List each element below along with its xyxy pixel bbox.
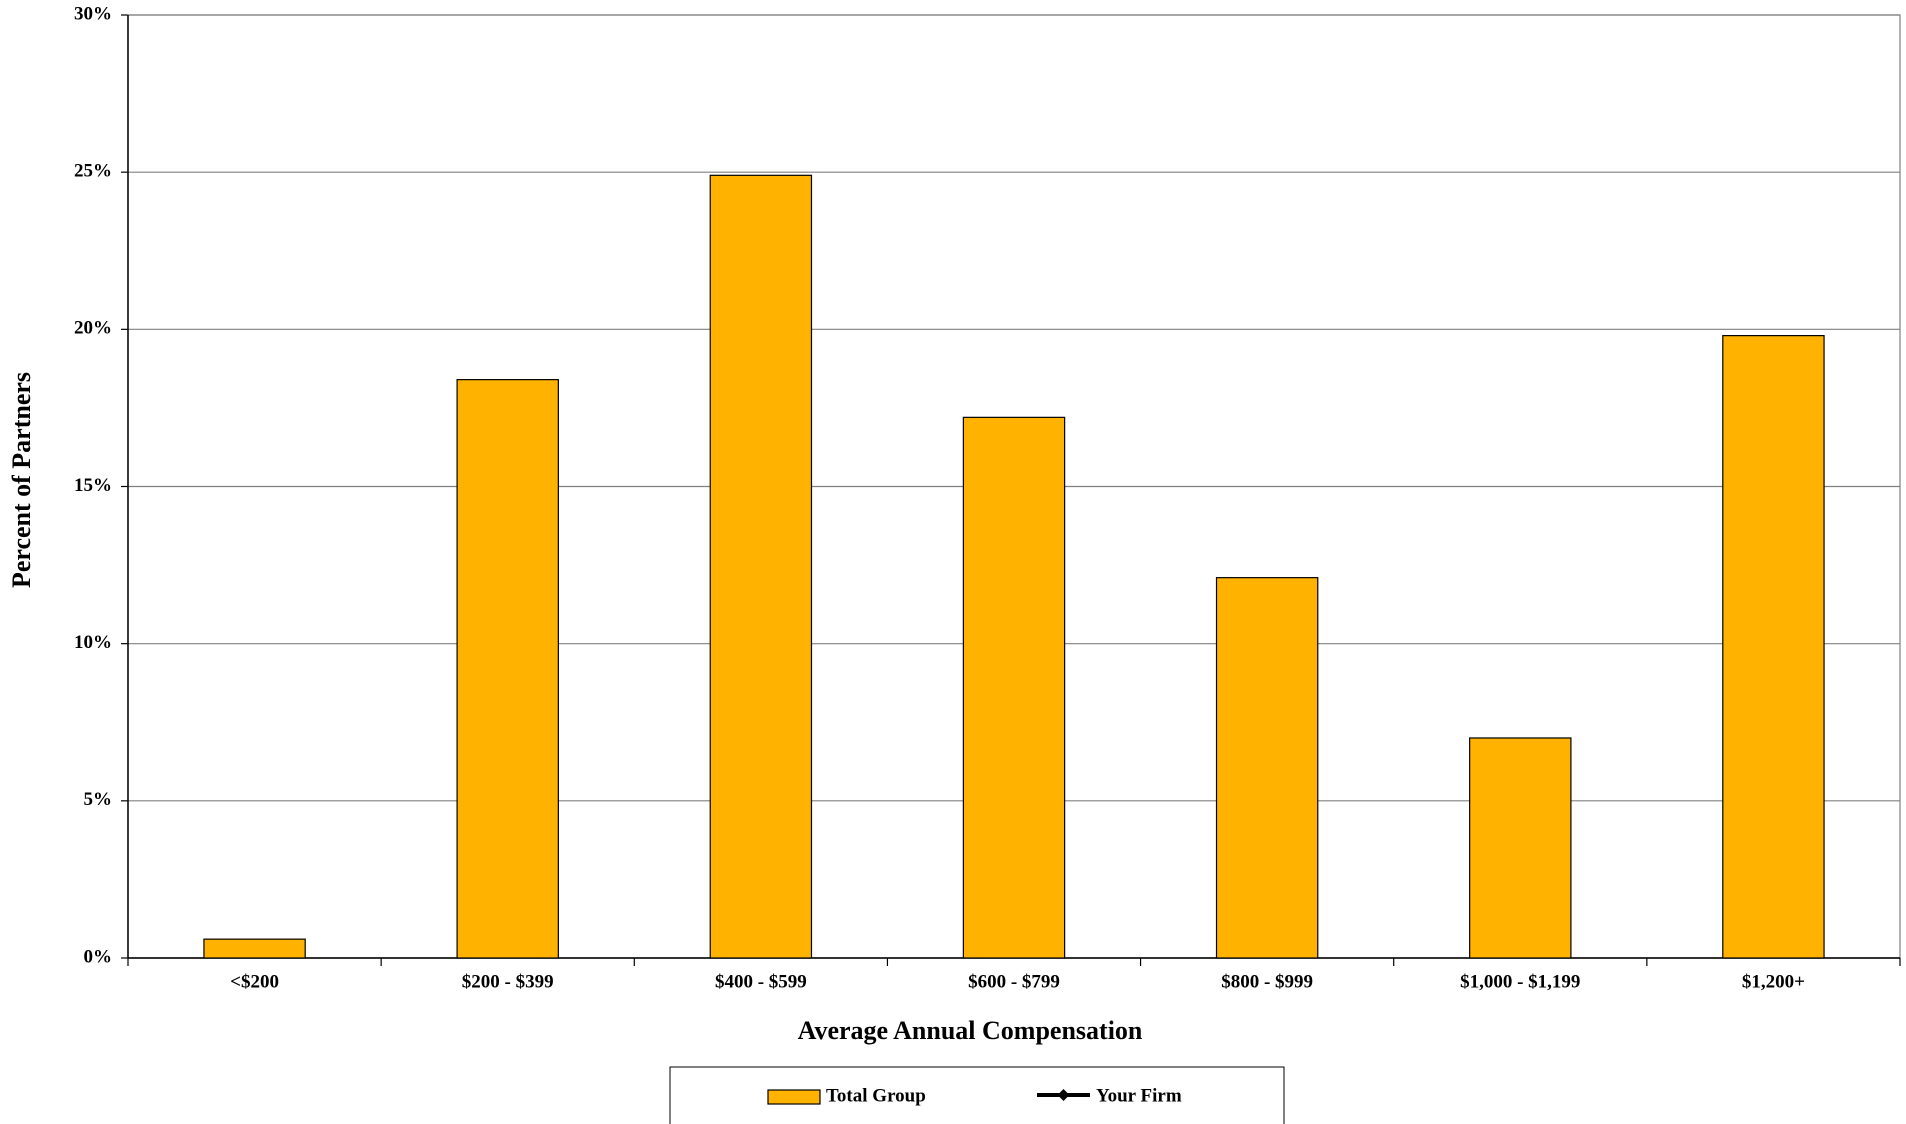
x-tick-label: $200 - $399 (462, 971, 554, 992)
legend-label: Total Group (826, 1085, 926, 1106)
x-tick-label: $600 - $799 (968, 971, 1060, 992)
y-tick-label: 30% (74, 3, 112, 24)
x-tick-label: <$200 (230, 971, 279, 992)
bar (1215, 577, 1319, 959)
x-tick-label: $400 - $599 (715, 971, 807, 992)
legend-marker (1057, 1089, 1070, 1101)
legend-swatch (767, 1089, 821, 1105)
bar (203, 938, 306, 959)
bar (456, 379, 559, 959)
legend-box (669, 1066, 1285, 1124)
y-tick-label: 25% (74, 161, 112, 182)
bar (962, 416, 1066, 959)
y-tick-label: 5% (84, 789, 113, 810)
y-tick-label: 10% (74, 632, 112, 653)
x-axis-title: Average Annual Compensation (798, 1016, 1143, 1045)
x-tick-label: $1,200+ (1742, 971, 1805, 992)
bar (1469, 737, 1572, 959)
y-axis-title: Percent of Partners (7, 372, 36, 588)
y-tick-label: 0% (84, 946, 113, 967)
bar (709, 174, 813, 959)
y-tick-label: 15% (74, 475, 112, 496)
legend-label: Your Firm (1096, 1085, 1182, 1106)
bar (1722, 335, 1825, 959)
x-tick-label: $1,000 - $1,199 (1460, 971, 1580, 992)
x-tick-label: $800 - $999 (1221, 971, 1313, 992)
y-tick-label: 20% (74, 318, 112, 339)
